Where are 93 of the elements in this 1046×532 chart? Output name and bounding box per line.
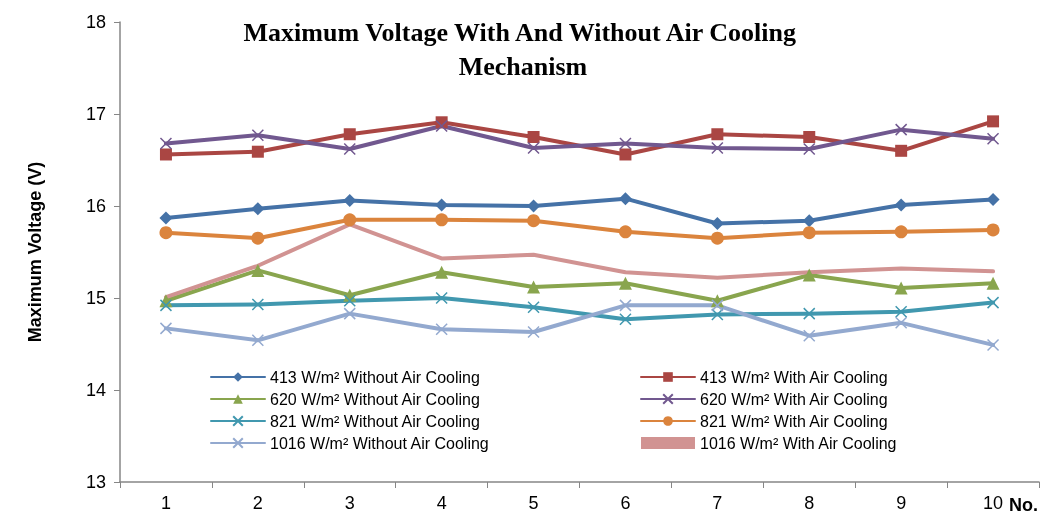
point bbox=[343, 294, 356, 308]
point bbox=[894, 225, 908, 239]
point bbox=[710, 216, 724, 230]
x-tick-label: 2 bbox=[252, 493, 263, 513]
x-tick-label: 6 bbox=[620, 493, 631, 513]
point bbox=[159, 299, 173, 312]
point bbox=[618, 276, 632, 290]
point bbox=[251, 128, 265, 142]
x-axis-title: No. bbox=[1008, 495, 1038, 515]
point bbox=[527, 325, 540, 339]
point bbox=[986, 296, 1000, 309]
point bbox=[711, 141, 724, 155]
point bbox=[159, 137, 173, 150]
point bbox=[986, 223, 1000, 237]
x-tick-label: 9 bbox=[896, 493, 907, 513]
point bbox=[435, 291, 448, 305]
point bbox=[343, 142, 356, 156]
point bbox=[802, 268, 816, 282]
x-tick-label: 1 bbox=[160, 493, 171, 513]
y-tick-label: 17 bbox=[85, 104, 106, 124]
point bbox=[710, 231, 724, 245]
y-tick-label: 16 bbox=[85, 196, 106, 216]
point bbox=[343, 307, 356, 320]
point bbox=[711, 299, 724, 312]
x-tick-label: 5 bbox=[528, 493, 539, 513]
point bbox=[987, 115, 1000, 128]
point bbox=[251, 334, 265, 347]
legend-label: 620 W/m² Without Air Cooling bbox=[270, 390, 480, 408]
legend-label: 1016 W/m² Without Air Cooling bbox=[270, 434, 489, 452]
x-tick-label: 4 bbox=[436, 493, 447, 513]
point bbox=[251, 202, 265, 216]
point bbox=[527, 214, 541, 228]
legend-label: 620 W/m² With Air Cooling bbox=[700, 390, 888, 408]
point bbox=[711, 128, 724, 141]
point bbox=[343, 193, 357, 207]
x-tick-label: 10 bbox=[983, 493, 1004, 513]
y-tick-label: 13 bbox=[85, 472, 106, 492]
point bbox=[803, 142, 816, 156]
point bbox=[619, 299, 632, 312]
point bbox=[986, 132, 1000, 146]
legend-label: 413 W/m² Without Air Cooling bbox=[270, 368, 480, 386]
point bbox=[527, 300, 540, 314]
point bbox=[894, 316, 908, 330]
point bbox=[527, 280, 541, 294]
point bbox=[527, 199, 541, 213]
point bbox=[803, 329, 816, 342]
point bbox=[711, 308, 724, 321]
point bbox=[986, 193, 1000, 207]
point bbox=[251, 298, 265, 311]
point bbox=[435, 323, 448, 336]
point bbox=[343, 213, 357, 227]
point bbox=[894, 198, 908, 212]
legend-label: 413 W/m² With Air Cooling bbox=[700, 368, 888, 386]
point bbox=[251, 263, 265, 277]
point bbox=[619, 312, 632, 326]
point bbox=[803, 131, 816, 143]
point bbox=[435, 119, 448, 133]
point bbox=[159, 148, 172, 161]
legend-label: 1016 W/m² With Air Cooling bbox=[700, 434, 897, 452]
point bbox=[159, 226, 173, 240]
point bbox=[802, 226, 816, 240]
point bbox=[343, 128, 356, 141]
point bbox=[435, 265, 449, 279]
point bbox=[894, 281, 908, 295]
point bbox=[802, 214, 816, 228]
point bbox=[435, 213, 449, 227]
y-tick-label: 15 bbox=[85, 288, 106, 308]
point bbox=[895, 144, 908, 157]
point bbox=[618, 192, 632, 206]
point bbox=[435, 198, 449, 212]
y-tick-label: 14 bbox=[85, 380, 106, 400]
y-tick-label: 18 bbox=[85, 12, 106, 32]
point bbox=[986, 276, 1000, 290]
point bbox=[803, 307, 816, 320]
point bbox=[159, 322, 173, 335]
x-tick-label: 8 bbox=[804, 493, 815, 513]
y-axis-title: Maximum Voltage (V) bbox=[25, 161, 45, 343]
point bbox=[894, 305, 908, 319]
x-tick-label: 7 bbox=[712, 493, 723, 513]
text: Maximum Voltage With And Without Air Cooling Mechanism bbox=[243, 17, 803, 81]
point bbox=[619, 148, 632, 161]
legend-label: 821 W/m² With Air Cooling bbox=[700, 412, 888, 430]
legend-label: 821 W/m² Without Air Cooling bbox=[270, 412, 480, 430]
point bbox=[986, 338, 1000, 352]
point bbox=[527, 141, 540, 155]
x-tick-label: 3 bbox=[344, 493, 355, 513]
point bbox=[894, 123, 908, 136]
point bbox=[527, 131, 540, 143]
point bbox=[251, 231, 265, 245]
point bbox=[159, 211, 173, 225]
point bbox=[618, 225, 632, 239]
point bbox=[619, 137, 632, 150]
point bbox=[251, 145, 264, 158]
